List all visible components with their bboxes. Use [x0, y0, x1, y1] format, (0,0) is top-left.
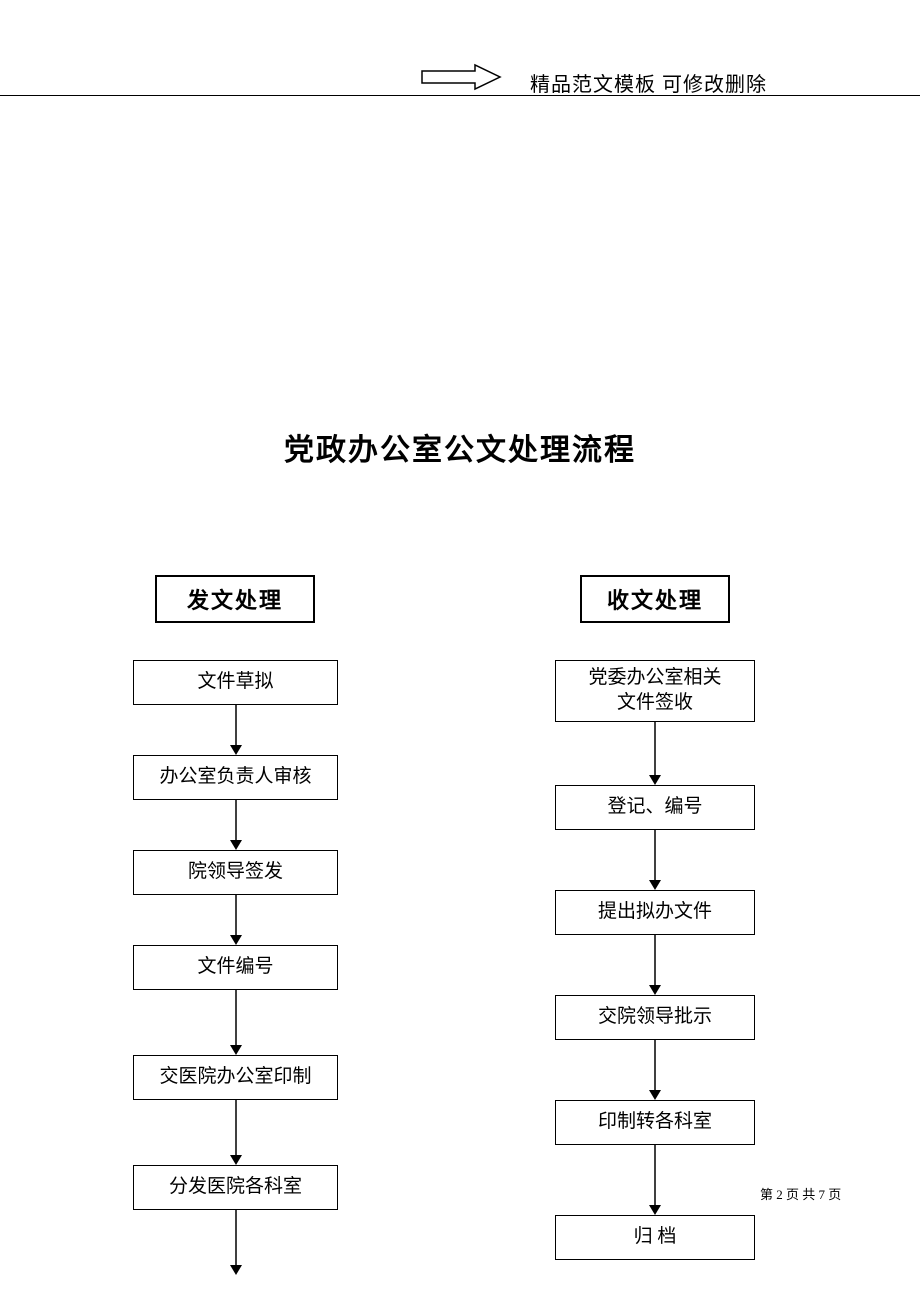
flow-step: 归 档: [555, 1215, 755, 1260]
flow-header: 收文处理: [580, 575, 730, 623]
page-number: 第 2 页 共 7 页: [760, 1184, 841, 1203]
header-divider: [0, 95, 920, 96]
header-arrow-icon: [420, 62, 505, 97]
flow-step: 院领导签发: [133, 850, 338, 895]
flow-arrow: [226, 705, 246, 755]
flow-arrow: [226, 1100, 246, 1165]
flow-step: 党委办公室相关 文件签收: [555, 660, 755, 722]
arrow-down-icon: [645, 1040, 665, 1100]
flow-step: 办公室负责人审核: [133, 755, 338, 800]
arrow-down-icon: [226, 705, 246, 755]
header-text: 精品范文模板 可修改删除: [530, 68, 767, 97]
flow-step: 文件编号: [133, 945, 338, 990]
flow-header: 发文处理: [155, 575, 315, 623]
arrow-down-icon: [645, 830, 665, 890]
flow-arrow: [645, 722, 665, 785]
flow-step: 提出拟办文件: [555, 890, 755, 935]
flow-arrow: [645, 1040, 665, 1100]
flow-step: 登记、编号: [555, 785, 755, 830]
flow-arrow: [645, 1145, 665, 1215]
flow-arrow: [226, 800, 246, 850]
arrow-down-icon: [645, 722, 665, 785]
flow-arrow: [645, 830, 665, 890]
flow-step: 分发医院各科室: [133, 1165, 338, 1210]
arrow-down-icon: [226, 1100, 246, 1165]
flow-arrow: [226, 990, 246, 1055]
flow-arrow: [226, 895, 246, 945]
flow-arrow: [226, 1210, 246, 1275]
arrow-down-icon: [645, 935, 665, 995]
flow-step: 交院领导批示: [555, 995, 755, 1040]
arrow-down-icon: [226, 990, 246, 1055]
flow-arrow: [645, 935, 665, 995]
arrow-down-icon: [226, 1210, 246, 1275]
arrow-down-icon: [645, 1145, 665, 1215]
page-title: 党政办公室公文处理流程: [0, 425, 920, 469]
flow-step: 文件草拟: [133, 660, 338, 705]
arrow-down-icon: [226, 800, 246, 850]
arrow-right-icon: [420, 62, 505, 92]
flow-step: 交医院办公室印制: [133, 1055, 338, 1100]
flow-step: 印制转各科室: [555, 1100, 755, 1145]
arrow-down-icon: [226, 895, 246, 945]
